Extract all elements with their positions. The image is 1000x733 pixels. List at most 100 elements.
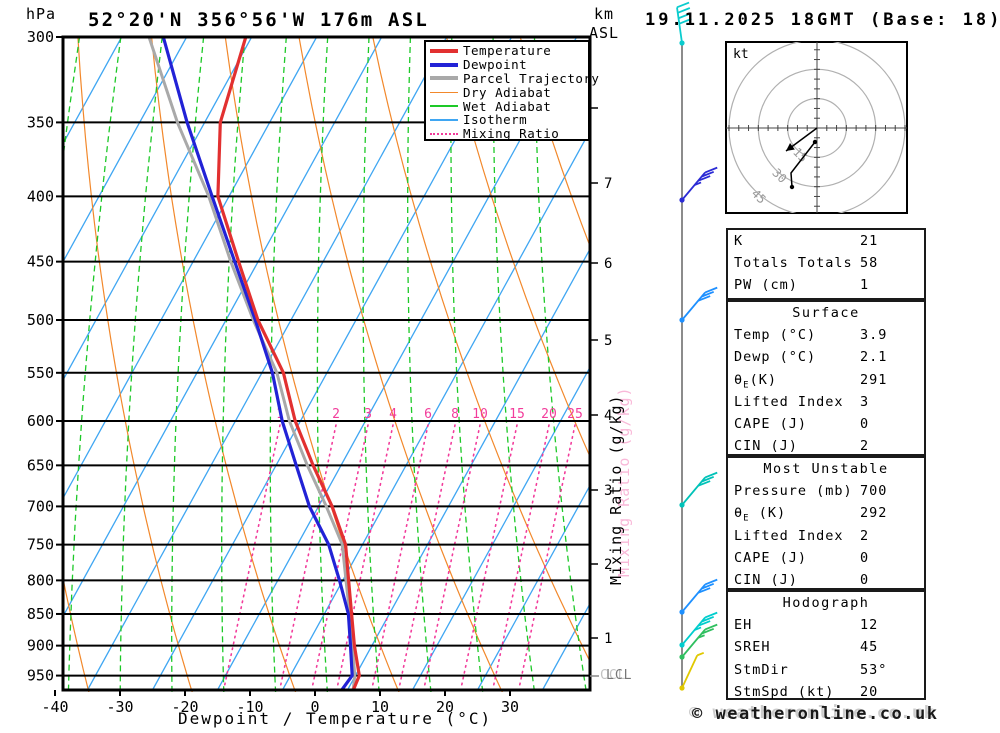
- panel-row-value: 2: [860, 527, 870, 544]
- panel-row-value: 2: [860, 438, 870, 455]
- wind-barb-feather: [701, 627, 715, 635]
- temp-axis-label: Dewpoint / Temperature (°C): [178, 709, 493, 728]
- wind-barb-feather: [701, 582, 715, 590]
- panel-row-value: 12: [860, 617, 879, 634]
- isotherm-line: [86, 37, 448, 691]
- wind-barb-feather: [677, 7, 691, 14]
- panel-row-label: Lifted Index: [734, 527, 844, 544]
- panel-header: Hodograph: [782, 595, 870, 611]
- mixing-ratio-value: 2: [332, 407, 340, 422]
- pressure-tick-label: 350: [27, 113, 54, 131]
- wet-adiabat-line: [269, 37, 287, 692]
- pressure-tick-label: 450: [27, 253, 54, 271]
- wind-barb-shaft: [681, 583, 706, 613]
- km-tick-label: 6: [604, 256, 612, 272]
- pressure-unit-label: hPa: [26, 5, 57, 23]
- pressure-tick-label: 300: [27, 28, 54, 46]
- legend-swatch: [430, 76, 458, 81]
- wind-barb-feather: [704, 471, 718, 479]
- wind-barb-feather: [701, 475, 715, 483]
- wind-barb-feather: [697, 295, 711, 302]
- wind-barb-feather: [704, 578, 718, 586]
- mixing-ratio-line: [460, 424, 518, 689]
- hodograph-trace: [790, 141, 816, 188]
- wind-barb-half-feather: [694, 626, 702, 631]
- dry-adiabat-line: [298, 37, 503, 692]
- temperature-tick-label: -40: [41, 698, 68, 716]
- panel-header: Surface: [792, 305, 860, 321]
- temperature-curve: [216, 37, 361, 692]
- legend-label: Dry Adiabat: [463, 84, 552, 100]
- panel-row-label: Lifted Index: [734, 393, 844, 410]
- panel-row-value: 1: [860, 277, 870, 294]
- wet-adiabat-line: [171, 37, 205, 692]
- wind-barb-feather: [697, 587, 711, 594]
- panel-row-label: Temp (°C): [734, 327, 817, 344]
- km-unit-label: km: [594, 5, 615, 23]
- legend-item: Temperature: [430, 43, 588, 59]
- panel-row: Lifted Index 2: [728, 525, 924, 547]
- legend-item: Dry Adiabat: [430, 84, 588, 100]
- panel-row: CAPE (J) 0: [728, 413, 924, 435]
- wind-barb: [679, 286, 718, 323]
- panel-row-value: 700: [860, 483, 888, 500]
- hodograph-arrowhead: [786, 143, 795, 151]
- dewpoint-curve: [161, 37, 354, 692]
- wet-adiabat-lines: [63, 37, 587, 692]
- panel-row: Pressure (mb) 700: [728, 480, 924, 502]
- panel-row-value: 292: [860, 505, 888, 522]
- legend-label: Wet Adiabat: [463, 98, 552, 114]
- panel-row-label: CIN (J): [734, 571, 798, 588]
- wet-adiabat-line: [492, 37, 536, 692]
- temperature-tick-label: 20: [436, 698, 454, 716]
- legend-swatch: [430, 91, 458, 94]
- panel-row: Lifted Index 3: [728, 391, 924, 413]
- panel-row-value: 3.9: [860, 327, 888, 344]
- mixing-axis-label-ghost: Mixing Ratio (g/kg): [615, 386, 633, 577]
- wind-barb: [679, 166, 718, 203]
- legend-label: Dewpoint: [463, 57, 528, 73]
- lcl-label: LCL: [606, 668, 633, 683]
- dry-adiabat-line: [151, 37, 297, 692]
- panel-row-label: StmDir: [734, 661, 789, 678]
- legend-label: Isotherm: [463, 112, 528, 128]
- panel-row-label: Dewp (°C): [734, 349, 817, 366]
- panel-row-value: 0: [860, 415, 870, 432]
- pressure-tick-label: 550: [27, 364, 54, 382]
- pressure-tick-label: 750: [27, 536, 54, 554]
- wind-barb-half-feather: [697, 634, 705, 639]
- mixing-ratio-value: 20: [541, 407, 557, 422]
- wind-barb-half-feather: [696, 651, 705, 657]
- km-tick-label: 1: [604, 631, 612, 647]
- pressure-tick-label: 650: [27, 456, 54, 474]
- legend-swatch: [430, 105, 458, 107]
- wind-barb-shaft: [681, 171, 706, 201]
- dry-adiabat-lines: [63, 37, 590, 692]
- legend-swatch: [430, 119, 458, 121]
- wind-barb-feather: [697, 175, 711, 182]
- mixing-ratio-value: 15: [509, 407, 525, 422]
- mixing-ratio-value: 8: [451, 407, 459, 422]
- wind-barb-feather: [701, 170, 715, 178]
- wet-adiabat-line: [316, 37, 329, 692]
- panel-row: θE(K) 291: [728, 369, 924, 391]
- panel-row-value: 2.1: [860, 349, 888, 366]
- isotherm-line: [63, 37, 188, 264]
- legend-item: Wet Adiabat: [430, 98, 588, 114]
- km-tick-label: 5: [604, 333, 612, 349]
- panel-row-value: 20: [860, 683, 879, 700]
- wind-barb-shaft: [681, 476, 706, 506]
- mixing-ratio-line: [492, 424, 550, 689]
- hodograph-unit-label: kt: [733, 47, 749, 62]
- panel-row-label: CAPE (J): [734, 415, 808, 432]
- legend-label: Parcel Trajectory: [463, 71, 600, 86]
- dry-adiabat-line: [445, 37, 590, 459]
- pressure-tick-label: 400: [27, 187, 54, 205]
- hodograph-trace-end-dot: [789, 184, 795, 190]
- temperature-tick-label: 0: [310, 698, 319, 716]
- legend-swatch: [430, 62, 458, 67]
- wind-barb-feather: [704, 286, 718, 294]
- legend-label: Temperature: [463, 43, 552, 59]
- wet-adiabat-line: [450, 37, 484, 692]
